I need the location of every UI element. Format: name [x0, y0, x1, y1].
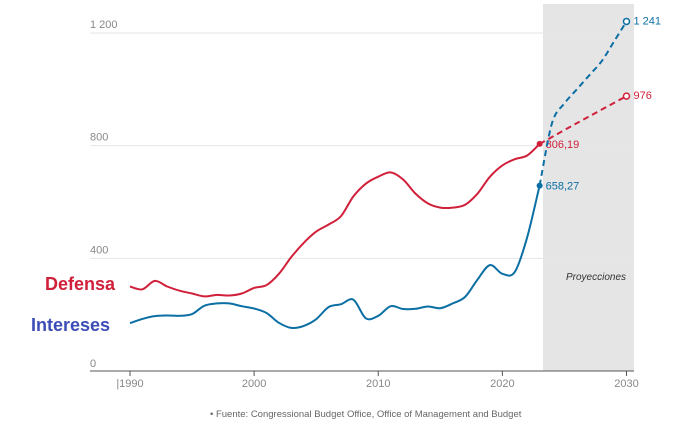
end-label-defensa: 976: [634, 90, 652, 102]
last-actual-label-intereses: 658,27: [546, 181, 580, 193]
y-tick-label-1200: 1 200: [90, 19, 118, 31]
end-label-intereses: 1 241: [634, 15, 662, 27]
last-actual-marker-intereses: [536, 182, 543, 189]
source-note: • Fuente: Congressional Budget Office, O…: [210, 409, 522, 420]
series-line-defensa: [129, 143, 541, 298]
y-tick-label-0: 0: [90, 358, 96, 370]
series-name-defensa: Defensa: [45, 274, 116, 294]
end-marker-defensa: [622, 92, 631, 100]
x-tick-label-2010: 2010: [366, 378, 390, 390]
series-lines: 806,19 976 658,27 1 241: [129, 15, 662, 330]
series-line-intereses: [129, 185, 541, 330]
x-axis-ticks: |1990 2000 2010 2020 2030: [116, 371, 639, 390]
last-actual-marker-defensa: [536, 140, 543, 147]
y-axis-ticks: 0 400 800 1 200: [90, 19, 118, 370]
x-tick-label-1990: |1990: [116, 378, 143, 390]
x-tick-label-2020: 2020: [490, 378, 514, 390]
series-name-intereses: Intereses: [31, 315, 110, 335]
y-tick-label-400: 400: [90, 244, 108, 256]
x-tick-label-2000: 2000: [242, 378, 266, 390]
end-marker-intereses: [622, 17, 631, 26]
gridlines: [90, 32, 634, 259]
last-actual-label-defensa: 806,19: [546, 139, 580, 151]
projection-line-defensa: [539, 95, 627, 145]
projection-area: [543, 4, 634, 371]
y-tick-label-800: 800: [90, 132, 108, 144]
projection-line-intereses: [538, 20, 628, 186]
x-tick-label-2030: 2030: [614, 378, 638, 390]
projection-label: Proyecciones: [566, 272, 626, 283]
